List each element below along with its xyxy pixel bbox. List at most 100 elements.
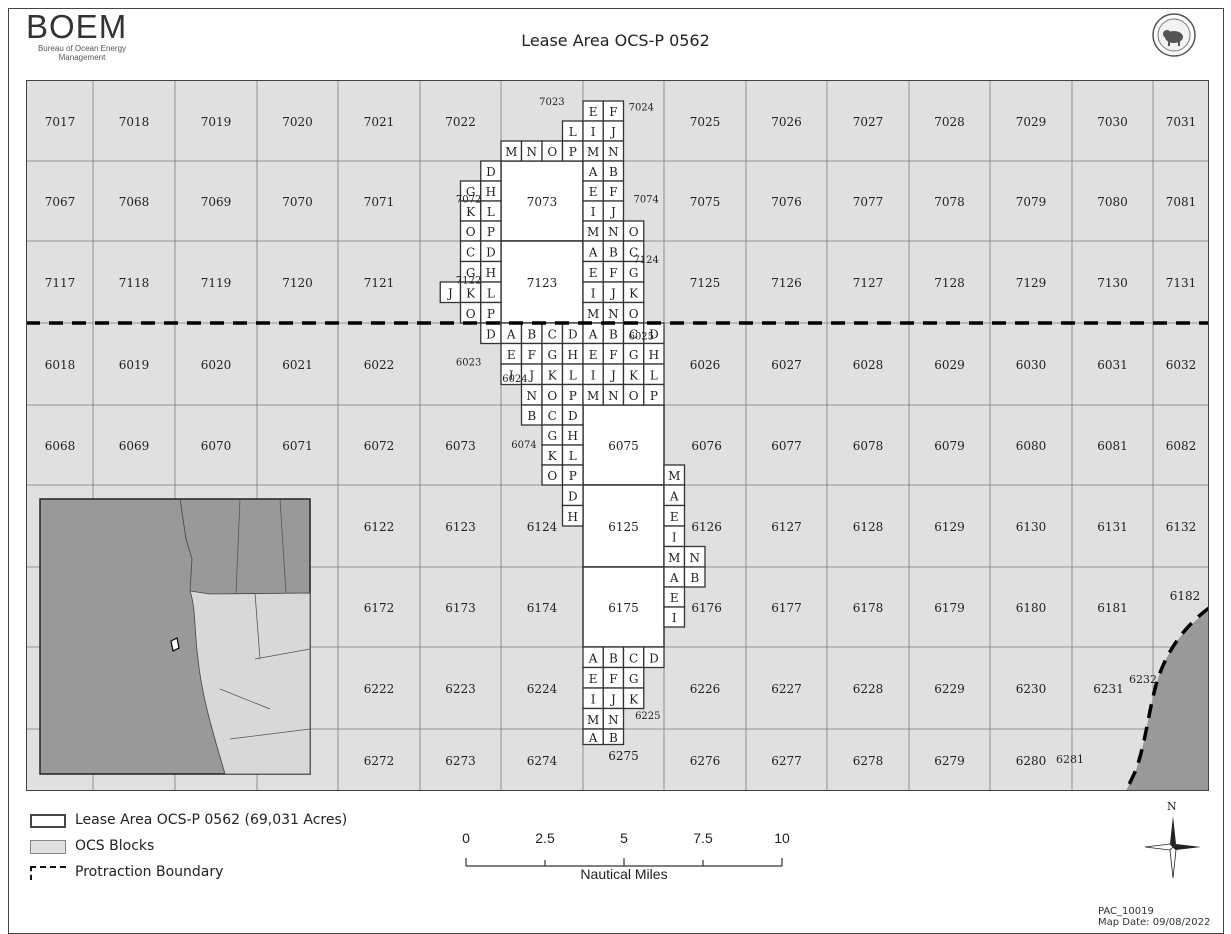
block-label: 7080 [1097,195,1128,209]
aliquot-letter: E [589,105,598,119]
aliquot-letter: L [487,205,495,219]
aliquot-letter: C [548,327,557,341]
map-credits: PAC_10019 Map Date: 09/08/2022 [1098,906,1210,928]
aliquot-letter: P [569,469,577,483]
aliquot-letter: K [548,449,558,463]
aliquot-letter: K [466,286,476,300]
inset-boundary-line [254,592,261,660]
block-label: 7019 [201,115,232,129]
block-label: 6273 [445,754,476,768]
block-label: 7123 [527,276,558,290]
scale-tick-label: 7.5 [693,830,713,846]
aliquot-cell [561,504,584,527]
block-label: 6127 [771,520,802,534]
block-label: 6277 [771,754,802,768]
aliquot-letter: M [587,389,599,403]
aliquot-letter: B [609,245,618,259]
block-label: 7078 [934,195,965,209]
aliquot-letter: F [609,105,617,119]
block-label: 6077 [771,439,802,453]
aliquot-letter: G [466,266,476,280]
aliquot-letter: H [568,429,578,443]
block-label: 6179 [934,601,965,615]
block-label: 6272 [364,754,395,768]
aliquot-letter: H [568,510,578,524]
aliquot-letter: M [505,145,517,159]
aliquot-letter: L [569,125,577,139]
aliquot-letter: E [589,348,598,362]
north-label: N [1167,800,1177,813]
aliquot-cell [683,566,706,588]
aliquot-letter: C [548,409,557,423]
block-label: 6172 [364,601,395,615]
inset-land [189,590,311,775]
scale-bar-line [465,858,783,867]
block-label: 6022 [364,358,395,372]
aliquot-letter: M [668,551,680,565]
block-label: 6222 [364,682,395,696]
block-label: 6079 [934,439,965,453]
aliquot-letter: I [672,530,677,544]
block-label: 6030 [1016,358,1047,372]
block-label: 6124 [527,520,558,534]
aliquot-letter: H [568,348,578,362]
aliquot-letter: D [568,489,578,503]
block-label: 6176 [691,601,722,615]
block-label: 6081 [1097,439,1128,453]
block-label: 7070 [282,195,313,209]
aliquot-letter: D [486,165,496,179]
block-label: 7073 [527,195,558,209]
aliquot-letter: O [629,389,639,403]
inset-boundary-line [229,728,311,740]
aliquot-letter: K [629,286,639,300]
block-label: 7118 [119,276,150,290]
aliquot-letter: J [527,368,534,382]
block-label: 7127 [853,276,884,290]
block-label: 7028 [934,115,965,129]
block-label: 6031 [1097,358,1128,372]
legend-label-lease-area: Lease Area OCS-P 0562 (69,031 Acres) [75,812,348,828]
aliquot-letter: F [609,672,617,686]
block-label: 7067 [45,195,76,209]
block-label: 6029 [934,358,965,372]
block-label: 7120 [282,276,313,290]
aliquot-letter: C [466,245,475,259]
block-label: 7130 [1097,276,1128,290]
inset-boundary-line [254,648,311,660]
block-label: 6126 [691,520,722,534]
aliquot-letter: O [547,145,557,159]
block-label: 7020 [282,115,313,129]
block-label: 7023 [539,97,564,108]
aliquot-letter: F [528,348,536,362]
block-label: 7121 [364,276,395,290]
aliquot-letter: N [608,389,619,403]
block-label: 7021 [364,115,395,129]
block-label: 6082 [1166,439,1197,453]
aliquot-letter: G [466,185,476,199]
aliquot-letter: A [588,165,598,179]
block-label: 7017 [45,115,76,129]
map-id: PAC_10019 [1098,906,1154,917]
boem-logo: BOEM Bureau of Ocean Energy Management [26,10,138,63]
aliquot-cell [602,728,625,746]
lease-area-swatch [30,814,66,828]
aliquot-letter: N [527,145,538,159]
block-label: 6131 [1097,520,1128,534]
inset-boundary-line [219,688,271,710]
aliquot-letter: B [609,651,618,665]
aliquot-letter: D [649,651,659,665]
block-label: 6070 [201,439,232,453]
block-label: 6177 [771,601,802,615]
block-label: 7018 [119,115,150,129]
block-label: 6174 [527,601,558,615]
aliquot-letter: G [629,348,639,362]
aliquot-letter: D [568,327,578,341]
block-label: 7124 [633,255,658,266]
aliquot-letter: I [591,125,596,139]
aliquot-letter: D [649,327,659,341]
block-label: 6025 [629,331,654,342]
aliquot-letter: G [629,672,639,686]
block-label: 6019 [119,358,150,372]
block-label: 7126 [771,276,802,290]
